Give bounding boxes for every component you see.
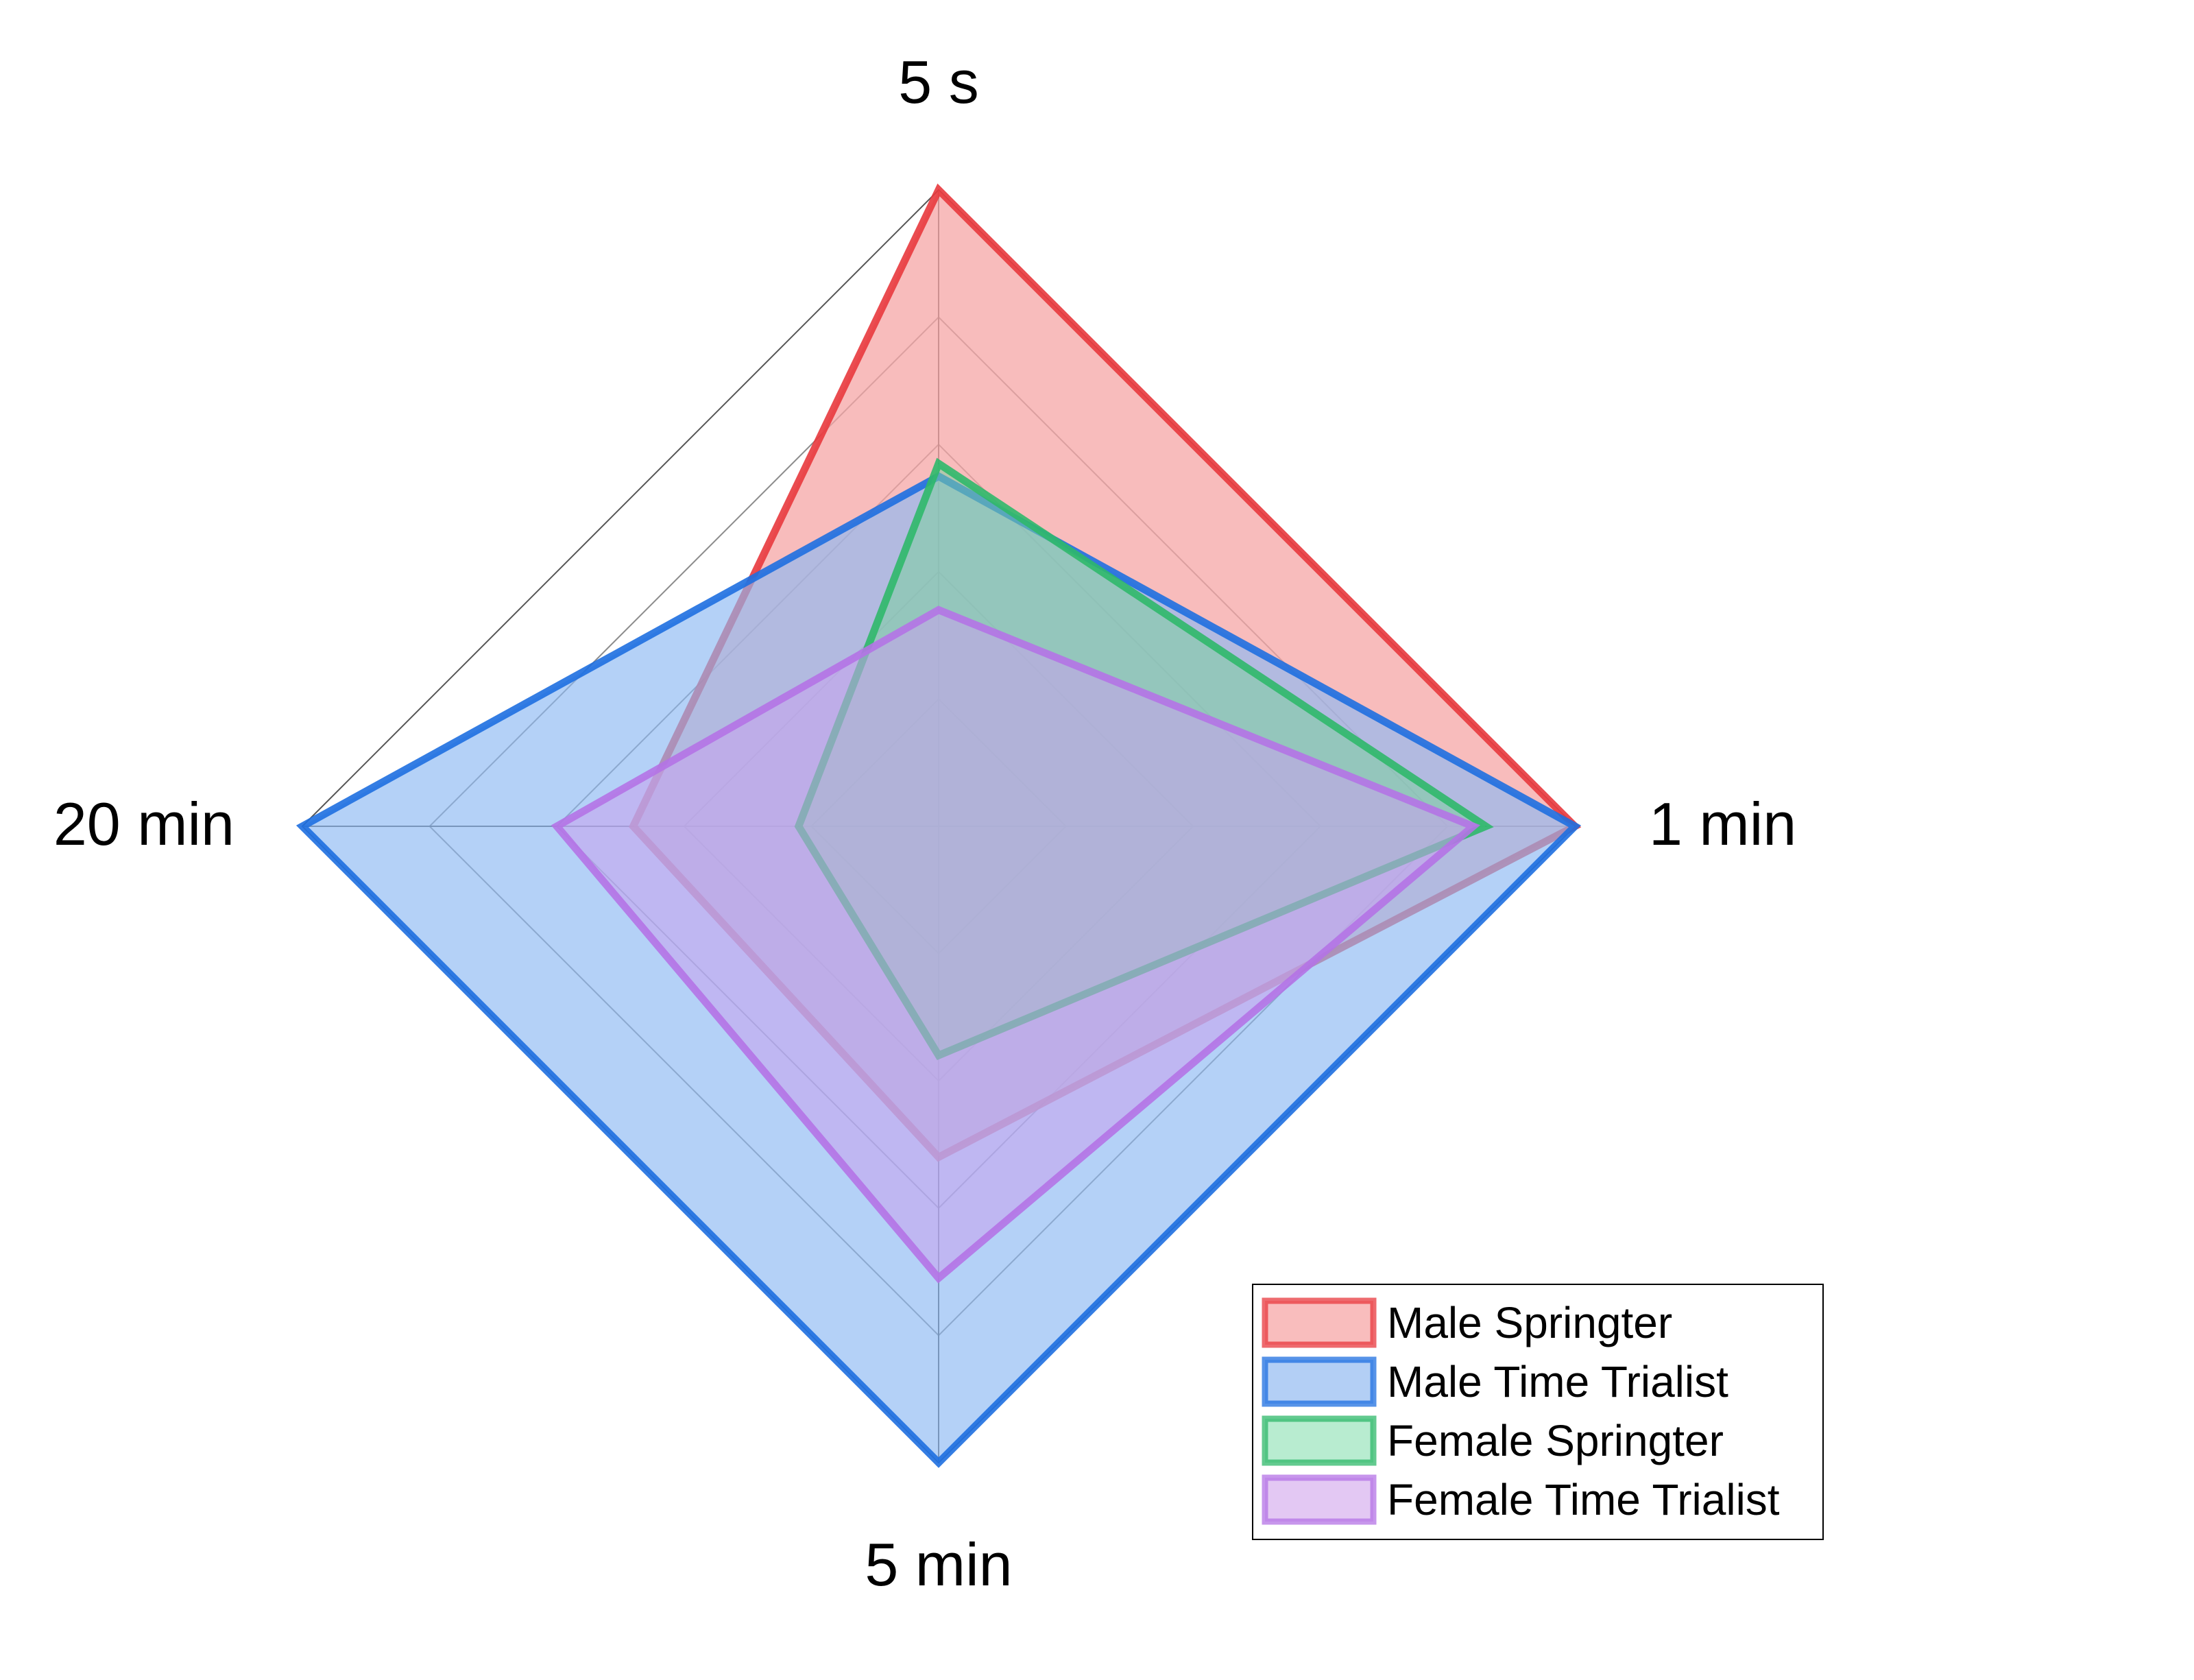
legend-swatch-0 <box>1262 1297 1377 1348</box>
axis-label-1min: 1 min <box>1649 790 1796 858</box>
legend-label-1: Male Time Trialist <box>1387 1357 1728 1406</box>
legend-item-1: Male Time Trialist <box>1262 1356 1728 1407</box>
series-0-point-0 <box>938 189 939 191</box>
series-2-point-1 <box>1485 826 1487 827</box>
legend-swatch-2 <box>1262 1415 1377 1466</box>
series-1-point-2 <box>938 1462 939 1463</box>
series-2-point-0 <box>938 463 939 465</box>
legend-item-0: Male Springter <box>1262 1297 1672 1348</box>
legend-label-2: Female Springter <box>1387 1416 1724 1465</box>
series-layer <box>296 183 1582 1468</box>
axis-labels: 5 s 1 min 5 min 20 min <box>53 48 1796 1598</box>
series-3-point-2 <box>938 1277 939 1279</box>
axis-label-5s: 5 s <box>898 48 978 116</box>
series-3 <box>551 605 1481 1284</box>
legend-label-0: Male Springter <box>1387 1298 1672 1347</box>
legend-swatch-1 <box>1262 1356 1377 1407</box>
legend-swatch-3 <box>1262 1474 1377 1525</box>
axis-label-20min: 20 min <box>53 790 234 858</box>
legend-item-2: Female Springter <box>1262 1415 1724 1466</box>
series-3-point-3 <box>556 826 558 827</box>
legend-label-3: Female Time Trialist <box>1387 1475 1780 1524</box>
legend: Male Springter Male Time Trialist Female S… <box>1252 1284 1824 1540</box>
series-3-point-0 <box>938 609 939 611</box>
legend-item-3: Female Time Trialist <box>1262 1474 1780 1525</box>
series-1-point-3 <box>302 826 303 827</box>
series-1-point-1 <box>1574 826 1576 827</box>
series-3-point-1 <box>1472 826 1474 827</box>
axis-label-5min: 5 min <box>865 1531 1012 1598</box>
